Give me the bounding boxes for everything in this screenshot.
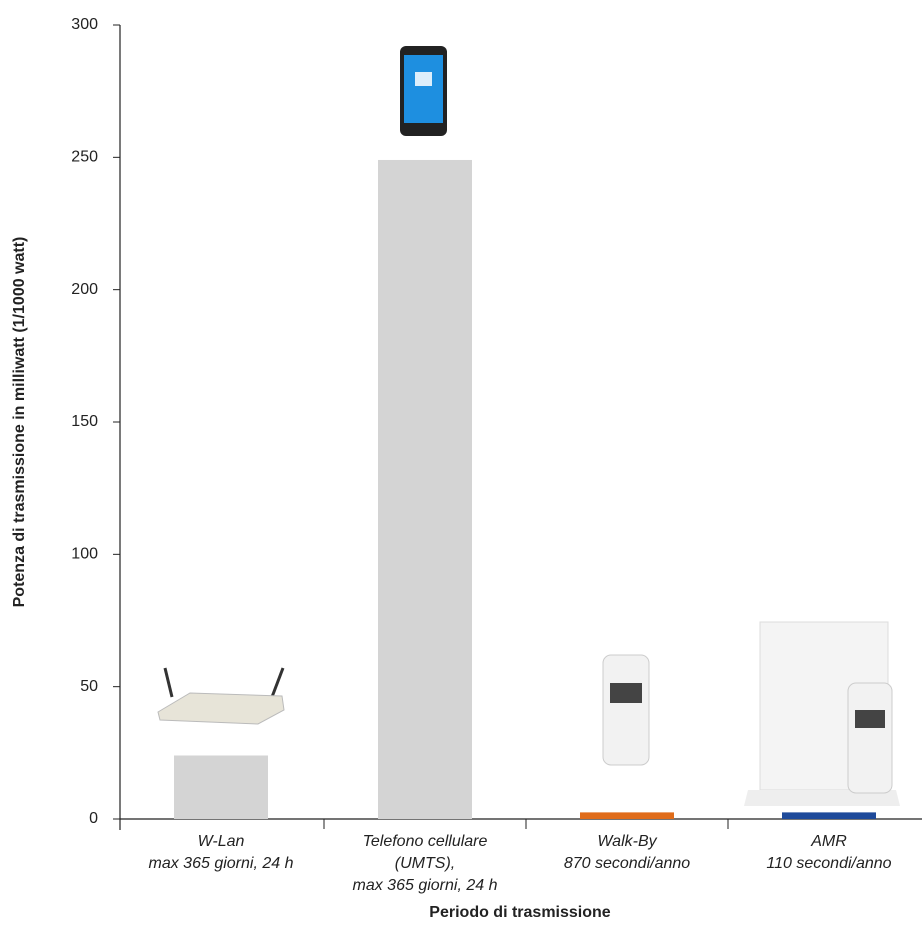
x-tick-label: Telefono cellulare (UMTS), max 365 giorni,…: [353, 833, 498, 894]
x-tick-label-line: max 365 giorni, 24 h: [353, 877, 498, 894]
x-tick-label: Walk-By 870 secondi/anno: [564, 833, 690, 872]
y-tick-label: 300: [71, 16, 98, 33]
y-tick-label: 0: [89, 810, 98, 827]
x-tick-label-line: 110 secondi/anno: [766, 855, 891, 872]
x-tick-label-line: Walk-By: [597, 833, 657, 850]
x-tick-label-line: W-Lan: [198, 833, 245, 850]
x-tick-label: AMR 110 secondi/anno: [766, 833, 891, 872]
gateway-icon: [744, 621, 900, 806]
bar: [782, 812, 876, 819]
x-tick-label-line: max 365 giorni, 24 h: [149, 855, 294, 872]
meter-icon: [602, 654, 650, 766]
router-icon: [157, 667, 285, 725]
x-tick-label-line: Telefono cellulare: [363, 833, 488, 850]
bar: [580, 812, 674, 819]
y-tick-label: 200: [71, 281, 98, 298]
x-tick-label-line: 870 secondi/anno: [564, 855, 690, 872]
y-tick-label: 150: [71, 413, 98, 430]
x-axis-title: Periodo di trasmissione: [429, 904, 610, 921]
bar: [378, 159, 472, 820]
x-tick-label: W-Lan max 365 giorni, 24 h: [149, 833, 294, 872]
y-axis-title: Potenza di trasmissione in milliwatt (1/…: [11, 237, 28, 608]
y-tick-label: 100: [71, 546, 98, 563]
x-tick-label-line: (UMTS),: [395, 855, 455, 872]
bar: [174, 755, 268, 819]
y-tick-label: 250: [71, 149, 98, 166]
phone-icon: [400, 46, 447, 136]
x-tick-label-line: AMR: [810, 833, 847, 850]
y-tick-label: 50: [80, 678, 98, 695]
